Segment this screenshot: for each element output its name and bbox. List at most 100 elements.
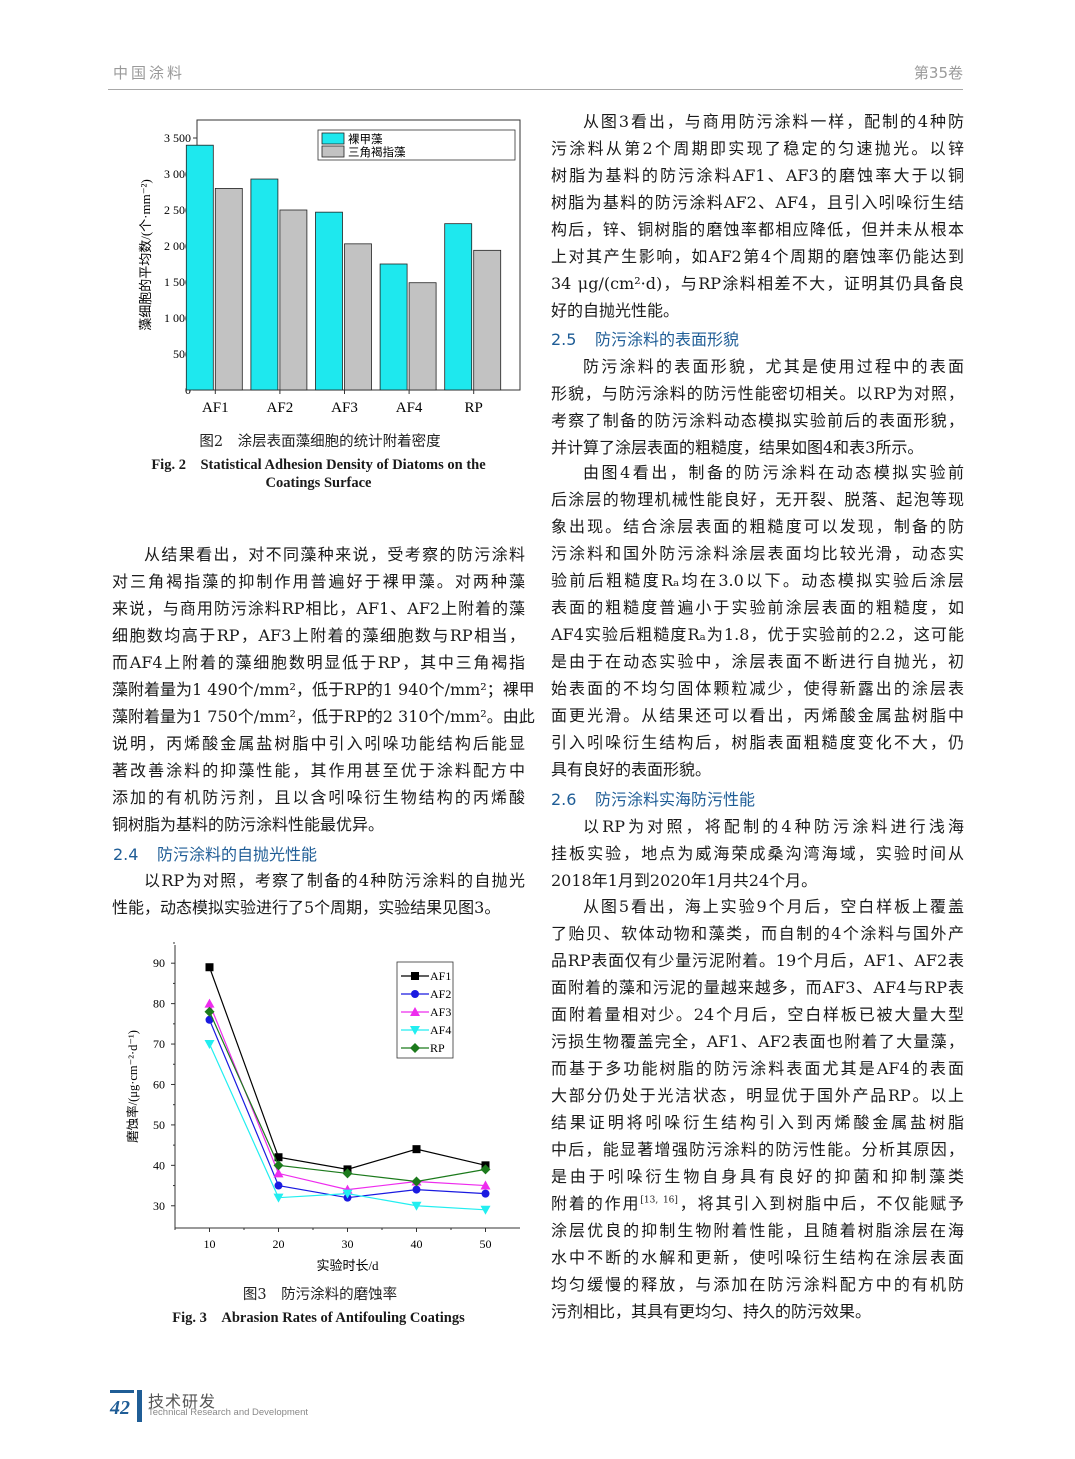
text-line: 好的自抛光性能。 bbox=[551, 301, 680, 320]
legend-label: AF4 bbox=[430, 1023, 451, 1037]
text-line: 而AF4上附着的藻细胞数明显低于RP，其中三角褐指 bbox=[112, 653, 525, 672]
paragraph-right-5: 从图5看出，海上实验9个月后，空白样板上覆盖 了贻贝、软体动物和藻类，而自制的4个… bbox=[551, 893, 964, 1325]
text-line: 表面的粗糙度普遍小于实验前涂层表面的粗糙度，如 bbox=[551, 598, 964, 617]
text-line: 以RP为对照，将配制的4种防污涂料进行浅海 bbox=[583, 817, 964, 836]
section-heading-2-4: 2.4 防污涂料的自抛光性能 bbox=[113, 841, 317, 868]
text-line: 34 μg/(cm²·d)，与RP涂料相差不大，证明其仍具备良 bbox=[551, 274, 964, 293]
text-segment: 附着的作用 bbox=[551, 1194, 641, 1213]
text-line: 从图3看出，与商用防污涂料一样，配制的4种防 bbox=[583, 112, 964, 131]
text-line: 树脂为基料的防污涂料AF2、AF4，且引入吲哚衍生结 bbox=[551, 193, 964, 212]
text-line: 挂板实验，地点为威海荣成桑沟湾海域，实验时间从 bbox=[551, 844, 964, 863]
text-line: 验前后粗糙度Rₐ均在3.0以下。动态模拟实验后涂层 bbox=[551, 571, 964, 590]
bar-AF1-裸甲藻 bbox=[185, 144, 214, 391]
data-point-AF4 bbox=[411, 1201, 422, 1211]
data-point-AF1 bbox=[205, 963, 214, 972]
legend-label: AF2 bbox=[430, 987, 451, 1001]
x-tick-label: 10 bbox=[204, 1237, 216, 1251]
x-tick-label: RP bbox=[465, 400, 483, 416]
text-line: 中后，能显著增强防污涂料的防污性能。分析其原因， bbox=[551, 1140, 964, 1159]
figure-2-caption-en: Fig. 2 Statistical Adhesion Density of D… bbox=[151, 457, 486, 473]
text-line: 著改善涂料的抑藻性能，其作用甚至优于涂料配方中 bbox=[112, 761, 525, 780]
legend-label: AF1 bbox=[430, 969, 451, 983]
bar-AF4-裸甲藻 bbox=[379, 263, 408, 391]
text-line: 来说，与商用防污涂料RP相比，AF1、AF2上附着的藻 bbox=[112, 599, 525, 618]
text-line: 具有良好的表面形貌。 bbox=[551, 760, 712, 779]
x-tick-label: AF2 bbox=[267, 400, 294, 416]
text-line: 涂层优良的抑制生物附着性能，且随着树脂涂层在海 bbox=[551, 1221, 964, 1240]
section-label-en: Technical Research and Development bbox=[148, 1407, 309, 1418]
text-line: 树脂为基料的防污涂料AF1、AF3的磨蚀率大于以铜 bbox=[551, 166, 964, 185]
section-number: 2.5 bbox=[551, 330, 577, 349]
y-tick-label: 2 000 bbox=[164, 239, 191, 253]
paragraph-left-2: 以RP为对照，考察了制备的4种防污涂料的自抛光 性能，动态模拟实验进行了5个周期，… bbox=[112, 867, 525, 921]
text-line: 铜树脂为基料的防污涂料性能最优异。 bbox=[112, 815, 385, 834]
y-tick-label: 50 bbox=[153, 1118, 165, 1132]
data-point-AF3 bbox=[273, 1168, 284, 1178]
data-point-AF4 bbox=[204, 1040, 215, 1050]
x-tick-label: AF3 bbox=[331, 400, 358, 416]
x-tick-label: 40 bbox=[411, 1237, 423, 1251]
legend-box bbox=[317, 129, 516, 161]
data-point-AF2 bbox=[481, 1189, 490, 1198]
section-number: 2.6 bbox=[551, 790, 577, 809]
y-tick-label: 60 bbox=[153, 1077, 165, 1091]
section-title: 防污涂料实海防污性能 bbox=[595, 790, 756, 809]
y-axis-label: 藻细胞的平均数/(个·mm⁻²) bbox=[138, 179, 153, 331]
legend-box bbox=[396, 961, 454, 1059]
x-tick-label: 20 bbox=[273, 1237, 285, 1251]
data-point-AF3 bbox=[204, 998, 215, 1008]
text-line: 污涂料从第2个周期即实现了稳定的匀速抛光。以锌 bbox=[551, 139, 964, 158]
y-axis-label: 磨蚀率/(μg·cm⁻²·d⁻¹) bbox=[125, 1030, 140, 1143]
bar-AF3-三角褐指藻 bbox=[344, 243, 372, 391]
bar-AF4-三角褐指藻 bbox=[408, 282, 437, 391]
text-line: 考察了制备的防污涂料动态模拟实验前后的表面形貌， bbox=[551, 411, 964, 430]
text-line: 细胞数均高于RP，AF3上附着的藻细胞数与RP相当， bbox=[112, 626, 525, 645]
text-line: 附着的作用[13, 16]，将其引入到树脂中后，不仅能赋予 bbox=[551, 1190, 964, 1217]
text-line: 并计算了涂层表面的粗糙度，结果如图4和表3所示。 bbox=[551, 438, 924, 457]
data-point-AF4 bbox=[342, 1189, 353, 1199]
text-line: 面更光滑。从结果还可以看出，丙烯酸金属盐树脂中 bbox=[551, 706, 964, 725]
text-line: 污损生物覆盖完全，AF1、AF2表面也附着了大量藻， bbox=[551, 1032, 964, 1051]
y-tick-label: 70 bbox=[153, 1037, 165, 1051]
figure-2-caption-cn: 图2 涂层表面藻细胞的统计附着密度 bbox=[199, 434, 441, 450]
footer-accent-bar bbox=[137, 1390, 142, 1422]
y-tick-label: 3 000 bbox=[164, 167, 191, 181]
y-tick-label: 1 000 bbox=[164, 311, 191, 325]
legend-label: RP bbox=[430, 1041, 445, 1055]
text-line: 藻附着量为1 750个/mm²，低于RP的2 310个/mm²。由此 bbox=[112, 707, 535, 726]
y-tick-label: 1 500 bbox=[164, 275, 191, 289]
section-label-cn: 技术研发 bbox=[148, 1392, 217, 1411]
legend-marker bbox=[410, 1026, 420, 1035]
text-line: 以RP为对照，考察了制备的4种防污涂料的自抛光 bbox=[144, 871, 525, 890]
header-divider bbox=[108, 89, 963, 90]
text-line: 添加的有机防污剂，且以含吲哚衍生物结构的丙烯酸 bbox=[112, 788, 525, 807]
text-line: 污涂料和国外防污涂料涂层表面均比较光滑，动态实 bbox=[551, 544, 964, 563]
text-line: 污剂相比，其具有更均匀、持久的防污效果。 bbox=[551, 1302, 872, 1321]
bar-RP-裸甲藻 bbox=[444, 223, 473, 391]
text-line: 象出现。结合涂层表面的粗糙度可以发现，制备的防 bbox=[551, 517, 964, 536]
section-number: 2.4 bbox=[113, 845, 139, 864]
paragraph-right-2: 防污涂料的表面形貌，尤其是使用过程中的表面 形貌，与防污涂料的防污性能密切相关。以… bbox=[551, 353, 964, 461]
data-point-AF1 bbox=[412, 1145, 421, 1154]
citation: [13, 16] bbox=[640, 1195, 678, 1206]
legend-marker bbox=[410, 1043, 420, 1053]
bar-AF1-三角褐指藻 bbox=[214, 188, 243, 391]
journal-name: 中国涂料 bbox=[113, 64, 186, 82]
figure-3-caption-en: Fig. 3 Abrasion Rates of Antifouling Coa… bbox=[172, 1310, 465, 1326]
section-heading-2-5: 2.5 防污涂料的表面形貌 bbox=[551, 326, 739, 353]
bar-AF3-裸甲藻 bbox=[315, 211, 343, 391]
data-point-AF2 bbox=[205, 1015, 214, 1024]
text-line: 防污涂料的表面形貌，尤其是使用过程中的表面 bbox=[583, 357, 964, 376]
y-tick-label: 30 bbox=[153, 1199, 165, 1213]
data-point-RP bbox=[411, 1176, 422, 1187]
bar-RP-三角褐指藻 bbox=[473, 249, 502, 391]
text-line: 均匀缓慢的释放，与添加在防污涂料配方中的有机防 bbox=[551, 1275, 964, 1294]
legend-label: 三角褐指藻 bbox=[348, 145, 406, 159]
x-axis-label: 实验时长/d bbox=[316, 1258, 379, 1273]
legend-marker bbox=[411, 972, 419, 980]
text-line: 面附着的藻和污泥的量越来越多，而AF3、AF4与RP表 bbox=[551, 978, 964, 997]
x-tick-label: 30 bbox=[342, 1237, 354, 1251]
y-tick-label: 80 bbox=[153, 997, 165, 1011]
legend-swatch bbox=[321, 145, 345, 158]
